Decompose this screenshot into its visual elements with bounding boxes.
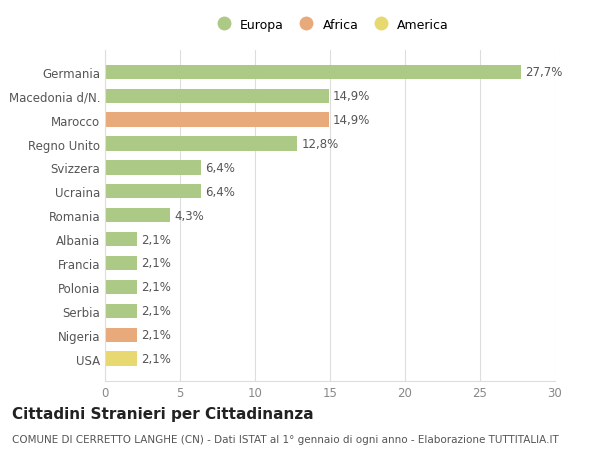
Bar bbox=[105, 256, 137, 270]
Text: COMUNE DI CERRETTO LANGHE (CN) - Dati ISTAT al 1° gennaio di ogni anno - Elabora: COMUNE DI CERRETTO LANGHE (CN) - Dati IS… bbox=[12, 434, 559, 444]
Bar bbox=[105, 90, 329, 104]
Text: 6,4%: 6,4% bbox=[205, 185, 235, 198]
Bar bbox=[105, 66, 521, 80]
Bar bbox=[105, 113, 329, 128]
Text: 2,1%: 2,1% bbox=[141, 329, 171, 341]
Text: 2,1%: 2,1% bbox=[141, 257, 171, 270]
Text: 27,7%: 27,7% bbox=[525, 66, 562, 79]
Text: 4,3%: 4,3% bbox=[174, 209, 204, 222]
Text: 12,8%: 12,8% bbox=[302, 138, 339, 151]
Bar bbox=[105, 161, 201, 175]
Bar bbox=[105, 208, 170, 223]
Bar bbox=[105, 304, 137, 318]
Legend: Europa, Africa, America: Europa, Africa, America bbox=[206, 14, 454, 37]
Text: 14,9%: 14,9% bbox=[333, 90, 370, 103]
Bar bbox=[105, 137, 297, 151]
Bar bbox=[105, 232, 137, 247]
Text: 2,1%: 2,1% bbox=[141, 281, 171, 294]
Bar bbox=[105, 328, 137, 342]
Text: 2,1%: 2,1% bbox=[141, 233, 171, 246]
Text: 6,4%: 6,4% bbox=[205, 162, 235, 174]
Text: Cittadini Stranieri per Cittadinanza: Cittadini Stranieri per Cittadinanza bbox=[12, 406, 314, 421]
Bar bbox=[105, 185, 201, 199]
Text: 2,1%: 2,1% bbox=[141, 353, 171, 365]
Text: 2,1%: 2,1% bbox=[141, 305, 171, 318]
Bar bbox=[105, 280, 137, 294]
Bar bbox=[105, 352, 137, 366]
Text: 14,9%: 14,9% bbox=[333, 114, 370, 127]
